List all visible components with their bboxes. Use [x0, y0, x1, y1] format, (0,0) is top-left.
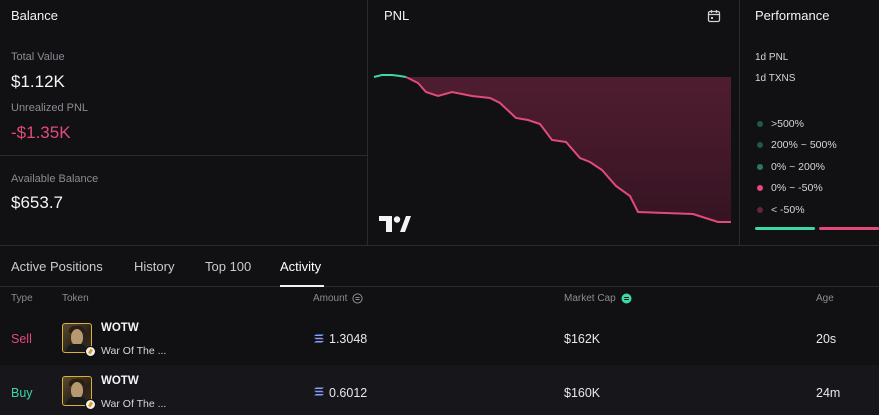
- txns-1d-label: 1d TXNS: [755, 73, 796, 84]
- active-tab-indicator: [280, 285, 324, 287]
- performance-panel: Performance 1d PNL 1d TXNS >500% 200% ~ …: [741, 0, 879, 246]
- row-type: Buy: [11, 386, 33, 400]
- solana-icon: [314, 334, 324, 343]
- calendar-icon[interactable]: [707, 9, 721, 23]
- currency-toggle-icon[interactable]: [352, 293, 364, 304]
- header-age-label: Age: [816, 293, 834, 304]
- pnl-panel: PNL: [368, 0, 740, 246]
- header-token-label: Token: [62, 293, 89, 304]
- token-symbol[interactable]: WOTW: [101, 375, 139, 387]
- header-amount-label: Amount: [313, 293, 348, 304]
- legend-label: 0% ~ 200%: [771, 160, 825, 173]
- table-row[interactable]: Buy WOTW War Of The ... 0.6012 $160K 24m: [0, 365, 879, 415]
- pnl-1d-label: 1d PNL: [755, 52, 789, 63]
- legend-dot-icon: [757, 142, 763, 149]
- header-market-cap-label: Market Cap: [564, 293, 616, 304]
- table-row[interactable]: Sell WOTW War Of The ... 1.3048 $162K 20…: [0, 312, 879, 364]
- pump-badge-icon: [85, 399, 96, 410]
- pnl-area: [406, 77, 731, 222]
- header-age: Age: [816, 293, 834, 304]
- row-market-cap: $160K: [564, 386, 601, 400]
- row-age: 20s: [816, 332, 837, 346]
- pump-badge-icon: [85, 346, 96, 357]
- token-avatar[interactable]: [62, 376, 92, 406]
- performance-title: Performance: [755, 8, 830, 23]
- balance-divider: [0, 155, 367, 156]
- available-balance-value: $653.7: [11, 193, 63, 212]
- performance-legend: >500% 200% ~ 500% 0% ~ 200% 0% ~ -50% < …: [757, 113, 837, 221]
- unrealized-pnl-label: Unrealized PNL: [11, 102, 89, 114]
- legend-dot-icon: [757, 185, 763, 192]
- tab-top-100[interactable]: Top 100: [205, 259, 252, 274]
- header-type-label: Type: [11, 293, 33, 304]
- top-section: Balance Total Value $1.12K Unrealized PN…: [0, 0, 879, 246]
- header-type: Type: [11, 293, 33, 304]
- pnl-line-positive: [373, 74, 407, 78]
- balance-title: Balance: [11, 8, 58, 23]
- negative-bar-segment: [819, 227, 879, 230]
- legend-dot-icon: [757, 120, 763, 127]
- performance-distribution-bar: [755, 227, 879, 230]
- tab-activity[interactable]: Activity: [280, 259, 322, 274]
- row-age: 24m: [816, 386, 841, 400]
- legend-dot-icon: [757, 163, 763, 170]
- token-name: War Of The ...: [101, 345, 167, 357]
- header-amount[interactable]: Amount: [313, 293, 364, 304]
- balance-panel: Balance Total Value $1.12K Unrealized PN…: [0, 0, 368, 246]
- total-value-label: Total Value: [11, 51, 65, 63]
- row-type: Sell: [11, 332, 32, 346]
- positive-bar-segment: [755, 227, 815, 230]
- row-amount: 1.3048: [329, 332, 368, 346]
- tab-bar: Active Positions History Top 100 Activit…: [0, 247, 879, 287]
- unrealized-pnl-value: -$1.35K: [11, 123, 71, 142]
- pnl-line-negative: [405, 76, 731, 223]
- tradingview-logo: [379, 216, 411, 232]
- legend-label: < -50%: [771, 203, 805, 216]
- legend-item: >500%: [757, 113, 837, 135]
- pnl-chart[interactable]: [368, 0, 740, 246]
- tab-history[interactable]: History: [134, 259, 175, 274]
- pnl-title: PNL: [384, 8, 410, 23]
- table-header: Type Token Amount Market Cap Age: [0, 288, 879, 312]
- legend-item: 0% ~ 200%: [757, 156, 837, 178]
- available-balance-label: Available Balance: [11, 173, 99, 185]
- legend-label: 0% ~ -50%: [771, 182, 823, 195]
- header-market-cap[interactable]: Market Cap: [564, 293, 632, 304]
- row-market-cap: $162K: [564, 332, 601, 346]
- legend-item: 200% ~ 500%: [757, 135, 837, 157]
- row-amount: 0.6012: [329, 386, 368, 400]
- tab-active-positions[interactable]: Active Positions: [11, 259, 103, 274]
- legend-item: < -50%: [757, 199, 837, 221]
- header-token: Token: [62, 293, 89, 304]
- total-value: $1.12K: [11, 72, 65, 91]
- token-symbol[interactable]: WOTW: [101, 322, 139, 334]
- solana-icon: [314, 387, 324, 396]
- currency-toggle-icon[interactable]: [621, 293, 632, 304]
- legend-item: 0% ~ -50%: [757, 178, 837, 200]
- legend-label: 200% ~ 500%: [771, 139, 837, 152]
- legend-label: >500%: [771, 117, 804, 130]
- legend-dot-icon: [757, 206, 763, 213]
- token-name: War Of The ...: [101, 398, 167, 410]
